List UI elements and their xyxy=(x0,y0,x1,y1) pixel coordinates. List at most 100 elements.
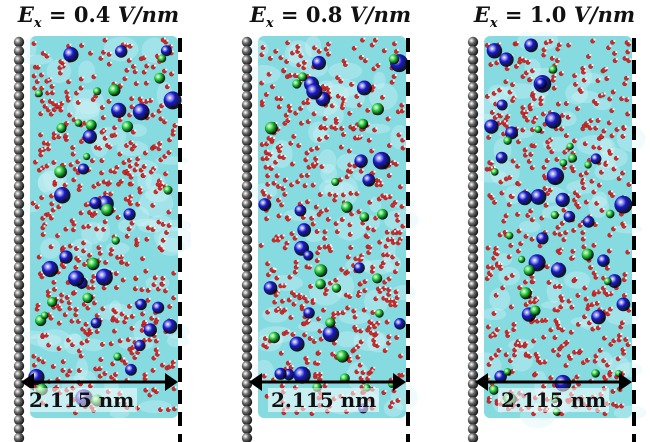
anion-sphere xyxy=(111,236,120,245)
anion-sphere xyxy=(517,255,526,264)
electrode-atom xyxy=(13,243,25,255)
electrode-atom xyxy=(241,153,253,165)
electrode-atom xyxy=(13,72,25,84)
anion-sphere xyxy=(375,308,384,318)
electrode-atom xyxy=(467,261,479,273)
electrode-atom xyxy=(241,180,253,192)
electrode-atom xyxy=(467,315,479,327)
electrode-atom xyxy=(467,171,479,183)
cation-sphere xyxy=(132,103,150,121)
cation-sphere xyxy=(517,190,533,206)
simulation-snapshot xyxy=(13,36,191,442)
electrode-atom xyxy=(241,72,253,84)
electrode-atom xyxy=(13,171,25,183)
electrode-atom xyxy=(241,207,253,219)
cation-sphere xyxy=(42,260,59,278)
anion-sphere xyxy=(35,89,43,98)
cation-sphere xyxy=(505,126,519,140)
anion-sphere xyxy=(157,54,167,63)
electrode-atom xyxy=(13,108,25,120)
electrode-atom xyxy=(467,333,479,345)
electrode-atom xyxy=(467,189,479,201)
electrode-atom xyxy=(13,225,25,237)
electrode-atom xyxy=(467,306,479,318)
electrode-atom xyxy=(467,324,479,336)
anion-sphere xyxy=(83,152,91,161)
cation-sphere xyxy=(496,99,508,111)
anion-sphere xyxy=(101,203,114,217)
electrode-atom xyxy=(241,90,253,102)
anion-sphere xyxy=(359,212,370,222)
anion-sphere xyxy=(550,210,559,220)
cation-sphere xyxy=(372,151,391,170)
cation-sphere xyxy=(535,77,547,90)
electrode-atom xyxy=(13,207,25,219)
electrode-atom xyxy=(241,36,253,48)
panel-title: Ex = 1.0 V/nm xyxy=(473,2,636,31)
electrode-atom xyxy=(13,117,25,129)
cation-sphere xyxy=(293,366,311,384)
panel-title: Ex = 0.8 V/nm xyxy=(249,2,412,31)
electrode-atom xyxy=(467,225,479,237)
field-symbol: E xyxy=(473,2,490,27)
electrode-atom xyxy=(467,252,479,264)
anion-sphere xyxy=(154,72,166,84)
anion-sphere xyxy=(505,231,514,240)
electrode-atom xyxy=(241,99,253,111)
electrode-atom xyxy=(241,45,253,57)
electrode-atom xyxy=(467,432,479,442)
electrode-atom xyxy=(13,36,25,48)
electrode-atom xyxy=(241,333,253,345)
electrode-atom xyxy=(467,387,479,399)
arrowhead-left-icon xyxy=(249,373,262,391)
anion-sphere xyxy=(54,165,68,179)
electrode-atom xyxy=(241,279,253,291)
field-symbol: E xyxy=(17,2,34,27)
electrode-atom xyxy=(13,144,25,156)
electrode-atom xyxy=(13,378,25,390)
cation-sphere xyxy=(303,250,314,261)
anion-sphere xyxy=(503,368,512,376)
width-label: 2.115 nm xyxy=(498,388,610,412)
cation-sphere xyxy=(135,298,147,311)
electrode-atom xyxy=(13,54,25,66)
electrode-atom xyxy=(241,144,253,156)
cation-sphere xyxy=(143,323,157,337)
cation-sphere xyxy=(484,119,499,134)
cation-sphere xyxy=(494,370,507,383)
electrode-atom xyxy=(241,324,253,336)
width-label: 2.115 nm xyxy=(26,388,138,412)
electrode-atom xyxy=(467,378,479,390)
electrode-atom xyxy=(241,396,253,408)
electrode-atom xyxy=(241,378,253,390)
electrode-atom xyxy=(241,288,253,300)
electrode-atom xyxy=(241,261,253,273)
cation-sphere xyxy=(616,297,631,312)
anion-sphere xyxy=(331,177,340,187)
cation-sphere xyxy=(89,196,102,210)
electrode-atom xyxy=(467,180,479,192)
electrode-atom xyxy=(13,180,25,192)
cation-sphere xyxy=(163,91,182,110)
electrode-atom xyxy=(13,189,25,201)
electrode-atom xyxy=(467,162,479,174)
cation-sphere xyxy=(353,262,365,274)
electrode-atom xyxy=(467,108,479,120)
anion-sphere xyxy=(121,120,134,133)
electrode-atom xyxy=(13,126,25,138)
cation-sphere xyxy=(536,232,549,245)
cation-sphere xyxy=(59,250,73,264)
electrode-atom xyxy=(241,126,253,138)
anion-sphere xyxy=(529,305,541,316)
electrode-atom xyxy=(13,396,25,408)
arrowhead-right-icon xyxy=(393,373,406,391)
field-unit: V/nm xyxy=(117,2,180,27)
electrode-atom xyxy=(241,189,253,201)
electrode-atom xyxy=(467,414,479,426)
electrode-atom xyxy=(241,81,253,93)
cation-sphere xyxy=(524,38,538,53)
electrode-atom xyxy=(467,207,479,219)
anion-sphere xyxy=(568,153,578,163)
arrowhead-right-icon xyxy=(165,373,178,391)
anion-sphere xyxy=(74,119,83,127)
